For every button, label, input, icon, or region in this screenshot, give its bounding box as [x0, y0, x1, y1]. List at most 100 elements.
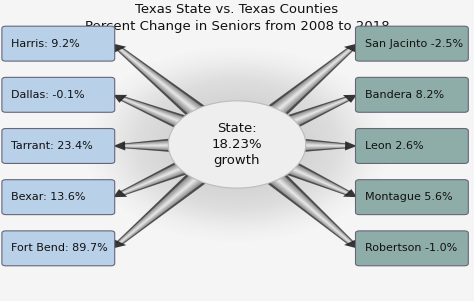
- FancyBboxPatch shape: [2, 231, 115, 266]
- Polygon shape: [119, 96, 203, 135]
- Polygon shape: [273, 97, 350, 132]
- Polygon shape: [258, 47, 354, 124]
- Polygon shape: [263, 48, 352, 122]
- Polygon shape: [275, 98, 349, 129]
- FancyBboxPatch shape: [2, 26, 115, 61]
- Text: Bandera 8.2%: Bandera 8.2%: [365, 90, 444, 100]
- Polygon shape: [284, 139, 347, 151]
- Polygon shape: [275, 160, 349, 194]
- Polygon shape: [119, 156, 203, 195]
- Polygon shape: [343, 189, 357, 197]
- Polygon shape: [273, 97, 350, 131]
- Polygon shape: [271, 157, 351, 195]
- Circle shape: [157, 94, 317, 195]
- Polygon shape: [261, 167, 353, 244]
- Polygon shape: [123, 137, 190, 154]
- Polygon shape: [262, 167, 352, 244]
- Text: Harris: 9.2%: Harris: 9.2%: [11, 39, 80, 49]
- Polygon shape: [119, 48, 209, 121]
- Polygon shape: [276, 98, 349, 129]
- Text: San Jacinto -2.5%: San Jacinto -2.5%: [365, 39, 463, 49]
- Polygon shape: [268, 167, 348, 195]
- Polygon shape: [262, 168, 352, 244]
- Circle shape: [198, 120, 276, 169]
- Polygon shape: [117, 165, 216, 245]
- Polygon shape: [258, 166, 354, 244]
- FancyBboxPatch shape: [356, 77, 468, 112]
- Polygon shape: [113, 44, 127, 52]
- Polygon shape: [262, 48, 352, 122]
- Polygon shape: [123, 166, 205, 196]
- Polygon shape: [257, 165, 354, 245]
- Text: Dallas: -0.1%: Dallas: -0.1%: [11, 90, 85, 100]
- Polygon shape: [113, 95, 127, 103]
- Circle shape: [225, 137, 249, 152]
- Polygon shape: [274, 160, 350, 194]
- Polygon shape: [284, 139, 347, 151]
- Polygon shape: [116, 163, 201, 243]
- Polygon shape: [123, 138, 190, 152]
- Polygon shape: [119, 157, 202, 195]
- Polygon shape: [284, 144, 347, 146]
- Polygon shape: [113, 240, 126, 248]
- Polygon shape: [120, 157, 202, 195]
- Circle shape: [138, 82, 336, 207]
- Polygon shape: [343, 95, 357, 103]
- Polygon shape: [116, 47, 218, 126]
- Polygon shape: [118, 167, 211, 244]
- Circle shape: [206, 125, 268, 164]
- Circle shape: [195, 118, 279, 171]
- Polygon shape: [118, 48, 213, 123]
- Polygon shape: [119, 155, 204, 196]
- Polygon shape: [264, 168, 352, 244]
- Polygon shape: [119, 154, 205, 196]
- Text: Montague 5.6%: Montague 5.6%: [365, 192, 453, 202]
- FancyBboxPatch shape: [2, 77, 115, 112]
- Polygon shape: [284, 137, 347, 154]
- Polygon shape: [282, 155, 351, 192]
- Polygon shape: [116, 164, 218, 245]
- Circle shape: [217, 132, 257, 157]
- Polygon shape: [123, 137, 190, 153]
- Polygon shape: [120, 96, 202, 134]
- Polygon shape: [120, 97, 201, 132]
- Text: State:
18.23%
growth: State: 18.23% growth: [212, 122, 262, 167]
- Polygon shape: [259, 166, 353, 244]
- Polygon shape: [255, 164, 355, 245]
- Polygon shape: [120, 97, 201, 132]
- Polygon shape: [270, 157, 351, 195]
- Polygon shape: [272, 158, 350, 195]
- Polygon shape: [120, 97, 199, 131]
- Polygon shape: [117, 49, 200, 126]
- Polygon shape: [273, 49, 354, 126]
- FancyBboxPatch shape: [356, 129, 468, 163]
- Circle shape: [153, 91, 321, 198]
- Polygon shape: [256, 47, 354, 125]
- Text: Leon 2.6%: Leon 2.6%: [365, 141, 424, 151]
- Polygon shape: [272, 157, 350, 195]
- Polygon shape: [264, 48, 352, 121]
- Polygon shape: [284, 138, 347, 152]
- Polygon shape: [269, 96, 347, 123]
- Polygon shape: [274, 98, 350, 130]
- Polygon shape: [123, 147, 190, 154]
- Polygon shape: [284, 141, 347, 149]
- Polygon shape: [268, 155, 351, 196]
- Polygon shape: [118, 166, 214, 244]
- Polygon shape: [119, 96, 203, 134]
- Text: Robertson -1.0%: Robertson -1.0%: [365, 243, 457, 253]
- Polygon shape: [123, 96, 204, 123]
- Polygon shape: [118, 48, 210, 122]
- Circle shape: [176, 106, 298, 183]
- Polygon shape: [275, 98, 349, 130]
- Circle shape: [172, 103, 302, 186]
- Polygon shape: [273, 97, 350, 132]
- Polygon shape: [116, 163, 219, 245]
- Polygon shape: [270, 96, 351, 135]
- Circle shape: [161, 96, 313, 193]
- Polygon shape: [270, 156, 351, 195]
- Circle shape: [191, 115, 283, 174]
- Polygon shape: [123, 143, 190, 147]
- Polygon shape: [120, 159, 200, 194]
- Polygon shape: [257, 47, 354, 125]
